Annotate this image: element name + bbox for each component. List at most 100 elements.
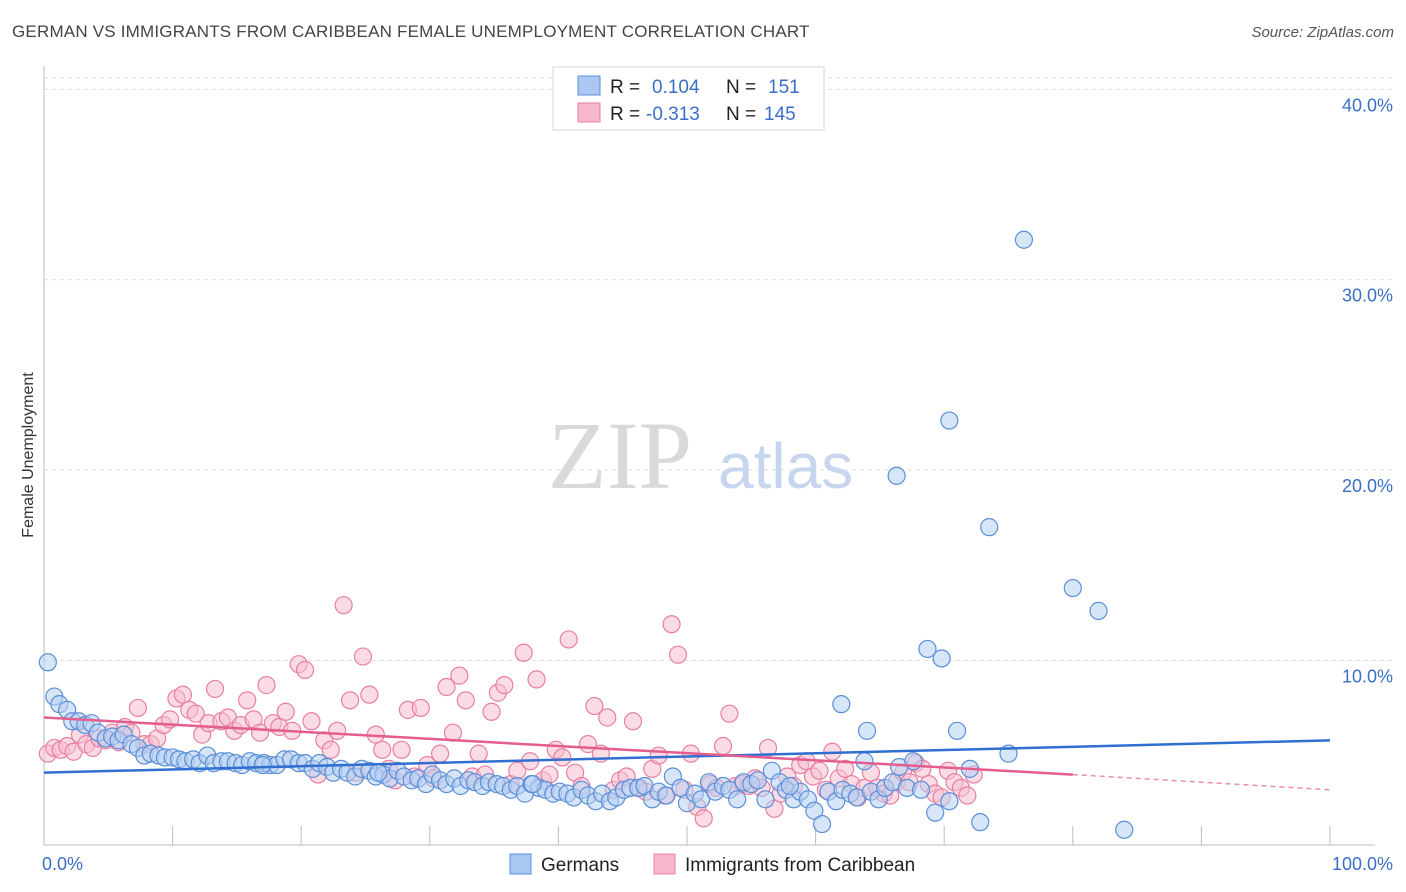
german-point <box>780 776 799 796</box>
bottom-legend-swatch-germans <box>509 853 532 875</box>
legend-row-caribbean: R = -0.313 N = 145 <box>577 102 796 125</box>
german-point <box>369 763 388 782</box>
caribbean-trend-line <box>43 716 1073 776</box>
caribbean-point <box>411 698 430 718</box>
german-point <box>1063 578 1082 598</box>
caribbean-point <box>302 712 321 731</box>
caribbean-point <box>328 721 347 740</box>
y-tick-label: 10.0% <box>1342 666 1393 686</box>
legend-r-value: 0.104 <box>652 77 700 98</box>
caribbean-point <box>437 677 456 697</box>
caribbean-point <box>469 744 488 763</box>
axes <box>43 66 1375 846</box>
caribbean-point <box>662 615 681 634</box>
german-point <box>1115 820 1134 839</box>
caribbean-point <box>392 740 411 759</box>
x-tick-label: 0.0% <box>42 854 83 874</box>
german-point <box>692 790 711 809</box>
caribbean-point <box>321 740 340 759</box>
german-point <box>1014 230 1034 249</box>
caribbean-point <box>276 702 295 721</box>
chart-source: Source: ZipAtlas.com <box>1251 24 1394 41</box>
caribbean-point <box>514 643 533 662</box>
german-point <box>980 518 999 537</box>
legend-n-value: 151 <box>768 77 800 98</box>
caribbean-point <box>128 698 147 718</box>
bottom-legend-caribbean: Immigrants from Caribbean <box>685 855 915 876</box>
legend-r-label: R = <box>610 104 640 125</box>
caribbean-point <box>373 740 392 759</box>
german-point <box>1089 601 1108 620</box>
caribbean-point <box>713 736 733 756</box>
watermark: ZIP atlas <box>548 402 853 509</box>
german-point <box>523 774 542 794</box>
y-axis-title: Female Unemployment <box>20 372 37 538</box>
chart-title: GERMAN VS IMMIGRANTS FROM CARIBBEAN FEMA… <box>12 22 810 41</box>
caribbean-point <box>553 748 572 767</box>
german-point <box>911 780 931 799</box>
german-point <box>855 752 874 771</box>
legend-n-label: N = <box>726 104 756 125</box>
caribbean-point <box>173 685 192 704</box>
caribbean-point <box>668 645 688 664</box>
caribbean-point <box>623 712 643 731</box>
bottom-legend: Germans Immigrants from Caribbean <box>509 853 915 876</box>
caribbean-point <box>694 809 713 828</box>
caribbean-point <box>559 630 578 649</box>
legend-n-label: N = <box>726 77 756 98</box>
x-tick-labels: 0.0% 100.0% <box>42 854 1393 874</box>
caribbean-point <box>836 759 855 778</box>
german-point <box>971 813 990 832</box>
watermark-zip: ZIP <box>548 402 692 509</box>
german-point <box>253 755 272 775</box>
german-point <box>947 721 967 740</box>
german-point <box>918 639 937 659</box>
legend-r-value: -0.313 <box>646 104 700 125</box>
german-point <box>728 790 747 809</box>
german-point <box>940 792 959 811</box>
caribbean-point <box>720 704 739 723</box>
german-trend-line <box>43 739 1331 774</box>
german-point <box>857 721 877 740</box>
caribbean-point <box>456 691 475 710</box>
caribbean-point <box>360 685 379 704</box>
caribbean-point <box>958 786 977 805</box>
caribbean-point <box>649 746 668 765</box>
y-tick-labels: 10.0% 20.0% 30.0% 40.0% <box>1342 95 1393 686</box>
y-tick-label: 40.0% <box>1342 95 1393 115</box>
german-point <box>38 653 57 672</box>
caribbean-point <box>257 676 276 695</box>
caribbean-point <box>450 666 469 685</box>
german-point <box>940 411 959 430</box>
caribbean-point <box>205 679 225 699</box>
german-point <box>657 786 676 805</box>
bottom-legend-germans: Germans <box>541 855 619 876</box>
bottom-legend-swatch-caribbean <box>653 853 676 875</box>
german-point <box>887 466 906 485</box>
caribbean-point <box>430 744 450 763</box>
caribbean-point <box>186 704 205 723</box>
german-point <box>926 803 945 822</box>
german-point <box>748 771 767 790</box>
legend-swatch-blue <box>577 75 601 96</box>
caribbean-point <box>238 691 257 710</box>
legend-n-value: 145 <box>764 104 796 125</box>
caribbean-point <box>353 647 373 666</box>
gridlines <box>44 77 1393 661</box>
german-point <box>932 649 951 668</box>
x-tick-label: 100.0% <box>1332 854 1393 874</box>
caribbean-point <box>482 702 501 721</box>
y-tick-label: 30.0% <box>1342 286 1393 306</box>
legend-swatch-pink <box>577 102 601 123</box>
y-tick-label: 20.0% <box>1342 476 1393 496</box>
watermark-atlas: atlas <box>718 430 853 502</box>
trend-lines <box>43 716 1331 791</box>
caribbean-point <box>598 708 617 727</box>
caribbean-point <box>340 691 360 710</box>
german-point <box>812 814 832 834</box>
caribbean-point <box>295 660 315 679</box>
legend-row-germans: R = 0.104 N = 151 <box>577 75 800 98</box>
german-point <box>832 695 851 714</box>
caribbean-point <box>495 676 514 695</box>
